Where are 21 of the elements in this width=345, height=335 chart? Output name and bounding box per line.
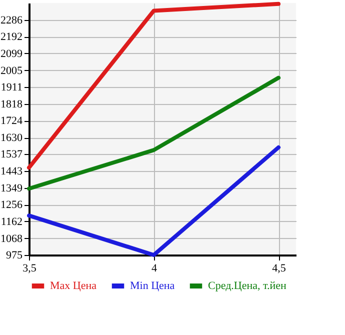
y-tick-label: 1911 [0,82,22,94]
y-tick-label: 1724 [0,115,23,128]
y-tick-label: 1818 [0,98,23,110]
y-tick-label: 1537 [0,148,23,161]
y-tick-label: 1630 [0,132,23,144]
y-tick-label: 1256 [0,199,23,212]
y-tick-label: 1443 [0,166,23,178]
y-tick-label: 1162 [0,216,22,228]
y-tick-label: 1068 [0,232,23,245]
y-tick-label: 1349 [0,182,23,194]
legend-label: Min Цена [130,280,175,292]
y-tick-label: 2286 [0,14,23,26]
legend-label: Max Цена [50,280,97,292]
legend-label: Сред.Цена, т.йен [208,280,287,292]
x-tick-label: 3,5 [22,262,37,274]
x-tick-label: 4 [152,262,158,274]
x-tick-label: 4,5 [272,262,286,274]
y-tick-label: 2005 [0,64,23,77]
y-tick-label: 2192 [0,31,22,44]
y-tick-label: 2099 [0,48,23,60]
y-tick-label: 975 [6,250,23,262]
